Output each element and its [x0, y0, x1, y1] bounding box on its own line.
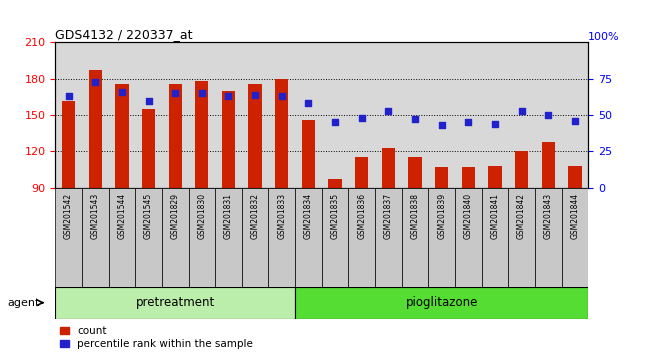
- Bar: [188, 188, 215, 287]
- Point: [490, 121, 501, 127]
- Text: agent: agent: [7, 298, 39, 308]
- Point: [437, 122, 447, 128]
- Text: GSM201542: GSM201542: [64, 193, 73, 239]
- Text: GSM201545: GSM201545: [144, 193, 153, 239]
- Bar: [328, 179, 342, 188]
- Text: GDS4132 / 220337_at: GDS4132 / 220337_at: [55, 28, 193, 41]
- Bar: [268, 188, 295, 287]
- Text: GSM201829: GSM201829: [171, 193, 179, 239]
- Bar: [55, 287, 295, 319]
- Text: GSM201836: GSM201836: [358, 193, 366, 239]
- Bar: [135, 188, 162, 287]
- Text: GSM201830: GSM201830: [198, 193, 206, 239]
- Legend: count, percentile rank within the sample: count, percentile rank within the sample: [60, 326, 253, 349]
- Bar: [562, 188, 588, 287]
- Bar: [162, 188, 188, 287]
- Text: pretreatment: pretreatment: [136, 296, 214, 309]
- Text: GSM201835: GSM201835: [331, 193, 339, 239]
- Bar: [482, 188, 508, 287]
- Bar: [222, 91, 235, 188]
- Text: GSM201544: GSM201544: [118, 193, 126, 239]
- Bar: [541, 142, 555, 188]
- Bar: [295, 188, 322, 287]
- Text: GSM201834: GSM201834: [304, 193, 313, 239]
- Point: [90, 79, 101, 85]
- Point: [224, 93, 234, 99]
- Bar: [408, 158, 422, 188]
- Point: [516, 108, 526, 114]
- Bar: [248, 84, 262, 188]
- Point: [170, 90, 181, 96]
- Bar: [142, 109, 155, 188]
- Bar: [382, 148, 395, 188]
- Bar: [355, 158, 369, 188]
- Bar: [242, 188, 268, 287]
- Bar: [375, 188, 402, 287]
- Bar: [402, 188, 428, 287]
- Point: [330, 120, 341, 125]
- Text: GSM201843: GSM201843: [544, 193, 552, 239]
- Text: GSM201839: GSM201839: [437, 193, 446, 239]
- Bar: [295, 287, 588, 319]
- Bar: [455, 188, 482, 287]
- Point: [410, 116, 421, 122]
- Point: [569, 118, 580, 124]
- Bar: [302, 120, 315, 188]
- Text: pioglitazone: pioglitazone: [406, 296, 478, 309]
- Text: GSM201832: GSM201832: [251, 193, 259, 239]
- Text: GSM201838: GSM201838: [411, 193, 419, 239]
- Text: GSM201543: GSM201543: [91, 193, 99, 239]
- Bar: [115, 84, 129, 188]
- Text: GSM201837: GSM201837: [384, 193, 393, 239]
- Point: [250, 92, 260, 98]
- Bar: [428, 188, 455, 287]
- Point: [277, 93, 287, 99]
- Bar: [109, 188, 135, 287]
- Point: [117, 89, 127, 95]
- Text: GSM201833: GSM201833: [278, 193, 286, 239]
- Point: [303, 101, 314, 106]
- Point: [196, 90, 207, 96]
- Text: GSM201840: GSM201840: [464, 193, 473, 239]
- Point: [384, 108, 394, 114]
- Point: [64, 93, 74, 99]
- Text: GSM201844: GSM201844: [571, 193, 579, 239]
- Bar: [215, 188, 242, 287]
- Text: GSM201831: GSM201831: [224, 193, 233, 239]
- Bar: [55, 188, 82, 287]
- Text: GSM201842: GSM201842: [517, 193, 526, 239]
- Text: GSM201841: GSM201841: [491, 193, 499, 239]
- Bar: [168, 84, 182, 188]
- Bar: [488, 166, 502, 188]
- Bar: [82, 188, 109, 287]
- Bar: [62, 101, 75, 188]
- Point: [356, 115, 367, 121]
- Text: 100%: 100%: [588, 32, 620, 42]
- Point: [143, 98, 154, 103]
- Bar: [348, 188, 375, 287]
- Bar: [462, 167, 475, 188]
- Bar: [435, 167, 448, 188]
- Bar: [568, 166, 582, 188]
- Bar: [508, 188, 535, 287]
- Bar: [195, 81, 209, 188]
- Bar: [535, 188, 562, 287]
- Bar: [275, 79, 289, 188]
- Point: [543, 112, 554, 118]
- Bar: [515, 152, 528, 188]
- Bar: [322, 188, 348, 287]
- Bar: [88, 70, 102, 188]
- Point: [463, 120, 473, 125]
